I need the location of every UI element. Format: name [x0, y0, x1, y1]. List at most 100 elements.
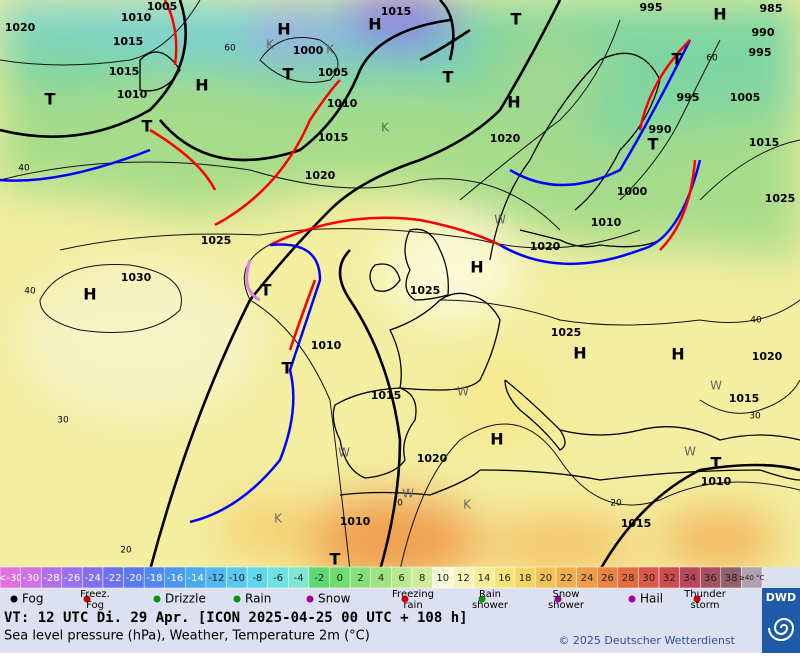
- temperature-label: 10: [436, 573, 449, 584]
- latitude-label: 40: [750, 316, 762, 326]
- pressure-center: T: [648, 135, 659, 154]
- temperature-label: 26: [601, 573, 614, 584]
- pressure-center: T: [443, 68, 454, 87]
- temperature-label: 2: [357, 573, 363, 584]
- pressure-label: 1025: [551, 326, 582, 339]
- pressure-center: T: [330, 550, 341, 569]
- pressure-center: T: [283, 65, 294, 84]
- pressure-center: T: [261, 281, 272, 300]
- pressure-center: T: [282, 359, 293, 378]
- isobars: [0, 0, 800, 571]
- latitude-label: 20: [120, 546, 132, 556]
- logo-text: DWD: [766, 591, 796, 604]
- pressure-center: T: [711, 454, 722, 473]
- temperature-label: -14: [187, 573, 203, 584]
- temperature-label: -20: [126, 573, 142, 584]
- temperature-label: -28: [43, 573, 59, 584]
- temperature-label: 4: [378, 573, 384, 584]
- valid-time: VT: 12 UTC Di. 29 Apr. [ICON 2025-04-25 …: [4, 610, 468, 626]
- weather-letter: W: [710, 379, 722, 393]
- weather-letter: K: [266, 38, 275, 52]
- legend-icon: [10, 595, 18, 603]
- temperature-label: -22: [105, 573, 121, 584]
- temperature-label: -10: [229, 573, 245, 584]
- temperature-label: 30: [642, 573, 655, 584]
- coastlines: [139, 51, 800, 496]
- weather-letter: W: [494, 213, 506, 227]
- legend-label: Freezing: [392, 589, 434, 600]
- pressure-label: 1015: [381, 5, 412, 18]
- weather-letter: W: [457, 385, 469, 399]
- pressure-label: 1020: [5, 21, 36, 34]
- pressure-label: 1015: [621, 517, 652, 530]
- pressure-label: 1015: [729, 392, 760, 405]
- temperature-label: 32: [663, 573, 676, 584]
- pressure-label: 1020: [752, 350, 783, 363]
- legend-label: Rain: [245, 592, 271, 606]
- temperature-label: 38: [725, 573, 738, 584]
- temperature-label: -30: [23, 573, 39, 584]
- temperature-label: 18: [519, 573, 532, 584]
- pressure-label: 1020: [305, 169, 336, 182]
- temperature-label: -18: [146, 573, 162, 584]
- pressure-center: H: [713, 5, 726, 24]
- legend-icon: [153, 595, 161, 603]
- legend-icon: [401, 595, 409, 603]
- pressure-label: 1005: [318, 66, 349, 79]
- temperature-label: -4: [294, 573, 304, 584]
- pressure-label: 1025: [410, 284, 441, 297]
- legend-label: storm: [691, 600, 720, 611]
- temperature-label: -2: [314, 573, 324, 584]
- pressure-center: H: [83, 285, 96, 304]
- temperature-label: 8: [419, 573, 425, 584]
- fronts: [0, 0, 702, 524]
- pressure-label: 995: [749, 46, 772, 59]
- pressure-center: H: [277, 20, 290, 39]
- pressure-label: 985: [760, 2, 783, 15]
- temperature-label: -24: [85, 573, 101, 584]
- logo-spiral: [768, 618, 795, 641]
- temperature-label: <-30: [0, 573, 23, 584]
- weather-letter: K: [381, 121, 390, 135]
- legend-label: Thunder: [683, 589, 727, 600]
- pressure-label: 1010: [311, 339, 342, 352]
- pressure-label: 1005: [730, 91, 761, 104]
- temperature-label: -12: [208, 573, 224, 584]
- temperature-label: -8: [252, 573, 262, 584]
- pressure-label: 1020: [417, 452, 448, 465]
- legend-icon: [693, 595, 701, 603]
- weather-letter: K: [463, 498, 472, 512]
- temperature-label: -26: [64, 573, 80, 584]
- latitude-label: 40: [18, 164, 30, 174]
- legend-label: shower: [548, 600, 585, 611]
- legend-label: Hail: [640, 592, 663, 606]
- temperature-label: ≥40 °C: [739, 574, 764, 582]
- pressure-label: 990: [649, 123, 672, 136]
- pressure-center: T: [672, 50, 683, 69]
- pressure-label: 995: [677, 91, 700, 104]
- latitude-label: 30: [57, 416, 69, 426]
- legend-label: Drizzle: [165, 592, 206, 606]
- latitude-label: 30: [749, 412, 761, 422]
- pressure-label: 1015: [318, 131, 349, 144]
- pressure-label: 1000: [293, 44, 324, 57]
- pressure-center: H: [490, 430, 503, 449]
- latitude-label: 20: [610, 499, 622, 509]
- pressure-label: 990: [752, 26, 775, 39]
- weather-letter: K: [274, 512, 283, 526]
- temperature-label: -6: [273, 573, 283, 584]
- temperature-label: -16: [167, 573, 183, 584]
- temperature-label: 28: [622, 573, 635, 584]
- pressure-label: 1010: [701, 475, 732, 488]
- pressure-center: T: [511, 10, 522, 29]
- weather-letter: K: [326, 43, 335, 57]
- pressure-center: H: [507, 93, 520, 112]
- subtitle: Sea level pressure (hPa), Weather, Tempe…: [4, 629, 370, 644]
- latitude-label: 60: [706, 54, 718, 64]
- weather-letter: W: [684, 445, 696, 459]
- temperature-label: 0: [337, 573, 343, 584]
- temperature-label: 16: [498, 573, 511, 584]
- pressure-label: 1015: [371, 389, 402, 402]
- legend-icon: [478, 595, 486, 603]
